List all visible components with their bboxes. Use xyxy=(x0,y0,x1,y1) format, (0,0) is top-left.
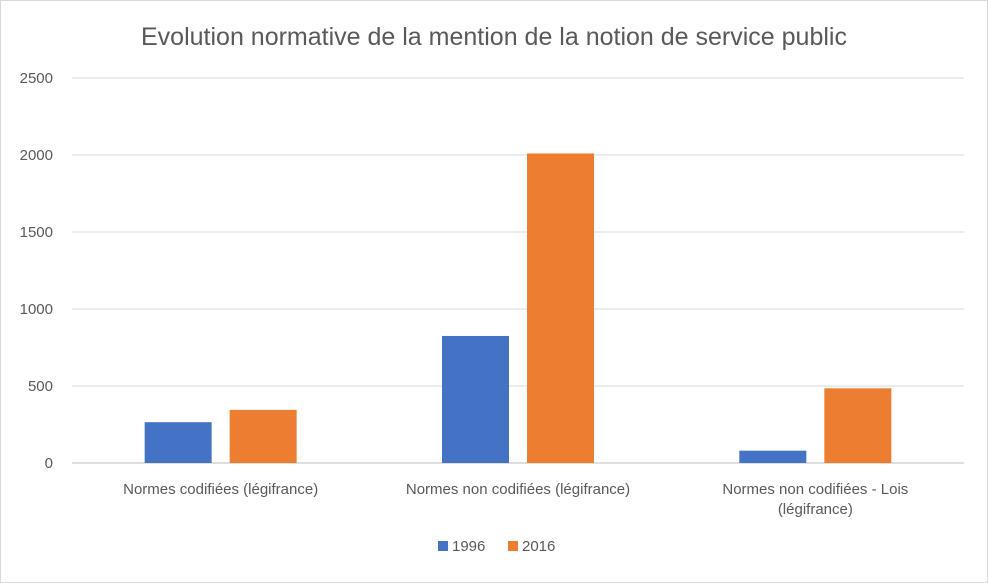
y-tick-label: 1500 xyxy=(20,224,53,241)
bar-1996-2 xyxy=(442,335,509,463)
x-category-label: Normes non codifiées (légifrance) xyxy=(406,481,630,498)
x-category-label: Normes non codifiées - Lois xyxy=(722,481,908,498)
y-tick-label: 2500 xyxy=(20,70,53,87)
legend-swatch-2016 xyxy=(508,541,518,551)
bars xyxy=(144,153,892,463)
legend-label-2016: 2016 xyxy=(522,538,555,555)
bar-2016-2 xyxy=(527,153,594,463)
legend: 1996 2016 xyxy=(438,538,555,555)
x-category-label: Normes codifiées (légifrance) xyxy=(123,481,318,498)
bar-2016-1 xyxy=(229,409,297,463)
y-tick-label: 0 xyxy=(45,455,53,472)
x-category-label: (légifrance) xyxy=(778,501,853,518)
x-axis-categories: Normes codifiées (légifrance) Normes non … xyxy=(123,481,908,518)
chart-title: Evolution normative de la mention de la … xyxy=(141,23,847,51)
gridlines xyxy=(72,77,964,464)
bar-1996-3 xyxy=(739,450,807,463)
bar-1996-1 xyxy=(144,422,212,463)
bar-2016-3 xyxy=(824,388,892,463)
y-axis-ticks: 0 500 1000 1500 2000 2500 xyxy=(20,70,53,472)
legend-swatch-1996 xyxy=(438,541,448,551)
y-tick-label: 1000 xyxy=(20,301,53,318)
y-tick-label: 500 xyxy=(28,378,53,395)
legend-label-1996: 1996 xyxy=(452,538,485,555)
y-tick-label: 2000 xyxy=(20,147,53,164)
